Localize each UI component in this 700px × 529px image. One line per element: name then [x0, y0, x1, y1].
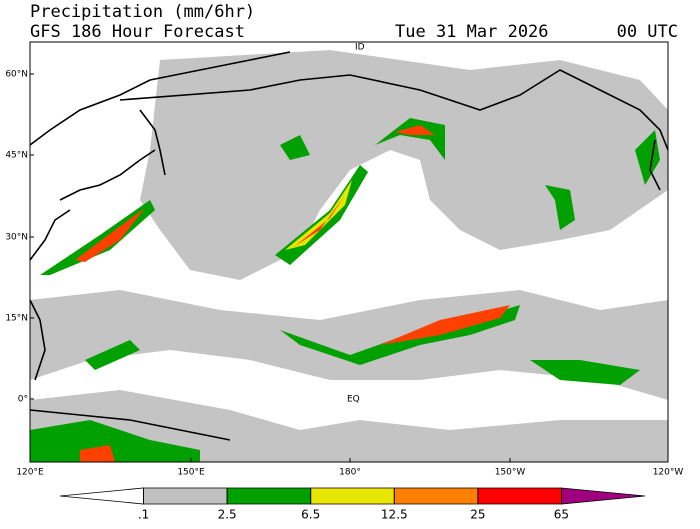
axis-labels: 60°N 45°N 30°N 15°N 0° 120°E 150°E 180° 150°W 120…	[5, 70, 683, 478]
map-label: EQ	[347, 395, 360, 405]
colorbar-segment	[310, 487, 395, 505]
colorbar-segment	[143, 487, 228, 505]
colorbar-label: 6.5	[301, 508, 320, 522]
map-frame	[29, 41, 669, 463]
precip-heavy	[30, 118, 660, 462]
lon-label: 120°W	[653, 468, 684, 478]
colorbar-segment	[561, 487, 646, 505]
subtitle: GFS 186 Hour Forecast	[30, 22, 245, 42]
colorbar-label: .1	[138, 508, 149, 522]
time: 00 UTC	[617, 22, 678, 42]
lat-label: 30°N	[5, 233, 28, 243]
colorbar-segment	[477, 487, 562, 505]
title: Precipitation (mm/6hr)	[30, 2, 255, 22]
map: ID EQ	[29, 41, 669, 463]
lon-label: 150°E	[177, 468, 205, 478]
lat-label: 45°N	[5, 151, 28, 161]
colorbar-segment	[59, 487, 144, 505]
colorbar-label: 25	[470, 508, 485, 522]
colorbar-segment	[226, 487, 312, 505]
lon-label: 150°W	[495, 468, 526, 478]
colorbar-segment	[393, 487, 479, 505]
colorbar-label: 65	[554, 508, 569, 522]
colorbar: .1 2.5 6.5 12.5 25 65	[59, 487, 646, 522]
colorbar-label: 2.5	[218, 508, 237, 522]
map-label: ID	[355, 43, 365, 53]
lat-label: 15°N	[5, 314, 28, 324]
lat-label: 60°N	[5, 70, 28, 80]
lon-label: 120°E	[16, 468, 44, 478]
lon-label: 180°	[339, 468, 361, 478]
date: Tue 31 Mar 2026	[395, 22, 549, 42]
coastlines	[29, 51, 669, 441]
colorbar-label: 12.5	[381, 508, 408, 522]
lat-label: 0°	[18, 395, 28, 405]
